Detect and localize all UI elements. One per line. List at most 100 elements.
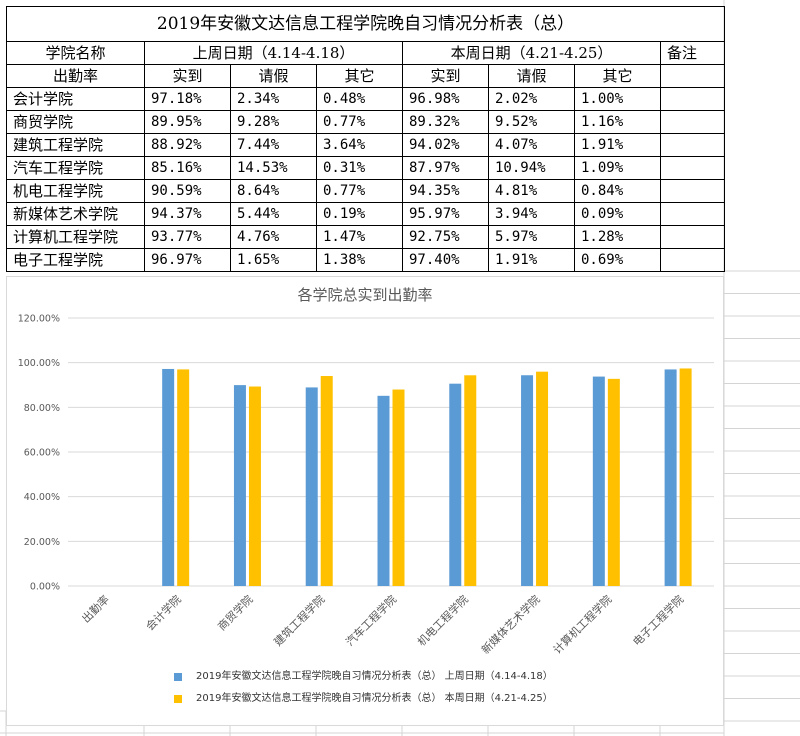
this-week-other-cell: 1.00% [574,87,661,111]
this-week-other-cell: 1.16% [574,110,661,134]
college-name-cell: 会计学院 [6,87,145,111]
bar [305,387,318,586]
last-week-present-cell: 97.18% [144,87,231,111]
table-row: 计算机工程学院 93.77% 4.76% 1.47% 92.75% 5.97% 1.28% [6,225,726,249]
this-week-leave-cell: 1.91% [488,248,575,272]
remark-cell [659,133,726,157]
this-week-present-cell: 96.98% [402,87,489,111]
chart-legend: 2019年安徽文达信息工程学院晚自习情况分析表（总） 上周日期（4.14-4.1… [174,666,553,710]
this-week-present-header: 实到 [402,64,489,88]
y-tick-label: 80.00% [24,403,60,414]
attendance-chart: 各学院总实到出勤率 0.00% 20.00% 40.00% 60.00% 80.00% 10… [6,276,724,726]
last-week-other-cell: 1.47% [316,225,403,249]
last-week-leave-cell: 4.76% [230,225,317,249]
last-week-present-cell: 90.59% [144,179,231,203]
legend-swatch [174,695,182,703]
this-week-leave-cell: 4.07% [488,133,575,157]
chart-canvas: 各学院总实到出勤率 0.00% 20.00% 40.00% 60.00% 80.00% 10… [6,276,724,726]
last-week-leave-cell: 1.65% [230,248,317,272]
last-week-other-cell: 3.64% [316,133,403,157]
legend-entry: 2019年安徽文达信息工程学院晚自习情况分析表（总） 上周日期（4.14-4.1… [174,666,553,688]
this-week-present-cell: 94.02% [402,133,489,157]
table-row: 商贸学院 89.95% 9.28% 0.77% 89.32% 9.52% 1.16% [6,110,726,134]
this-week-header: 本周日期（4.21-4.25） [402,41,661,65]
last-week-other-cell: 0.31% [316,156,403,180]
last-week-present-cell: 93.77% [144,225,231,249]
college-name-header: 学院名称 [6,41,145,65]
remark-cell [659,64,726,88]
this-week-other-cell: 0.69% [574,248,661,272]
remark-cell [659,225,726,249]
table-title: 2019年安徽文达信息工程学院晚自习情况分析表（总） [5,6,726,42]
table-row: 汽车工程学院 85.16% 14.53% 0.31% 87.97% 10.94% 1.09% [6,156,726,180]
last-week-other-cell: 0.77% [316,110,403,134]
this-week-other-cell: 0.09% [574,202,661,226]
bar [464,375,477,586]
bar [592,376,605,586]
this-week-leave-cell: 9.52% [488,110,575,134]
this-week-leave-cell: 10.94% [488,156,575,180]
this-week-other-header: 其它 [574,64,661,88]
legend-swatch [174,673,182,681]
last-week-leave-cell: 9.28% [230,110,317,134]
this-week-leave-header: 请假 [488,64,575,88]
bar [248,386,261,586]
this-week-present-cell: 89.32% [402,110,489,134]
table-row: 新媒体艺术学院 94.37% 5.44% 0.19% 95.97% 3.94% 0.09% [6,202,726,226]
y-tick-label: 60.00% [24,448,60,459]
chart-title: 各学院总实到出勤率 [297,286,432,304]
this-week-other-cell: 1.09% [574,156,661,180]
remark-cell [659,87,726,111]
remark-cell [659,110,726,134]
last-week-leave-cell: 7.44% [230,133,317,157]
last-week-present-cell: 96.97% [144,248,231,272]
college-name-cell: 建筑工程学院 [6,133,145,157]
college-name-cell: 机电工程学院 [6,179,145,203]
attendance-table: 2019年安徽文达信息工程学院晚自习情况分析表（总） 学院名称 上周日期（4.1… [5,6,726,272]
remark-header: 备注 [659,41,726,65]
college-name-cell: 新媒体艺术学院 [6,202,145,226]
bar [377,395,390,586]
table-row: 电子工程学院 96.97% 1.65% 1.38% 97.40% 1.91% 0.69% [6,248,726,272]
legend-label: 2019年安徽文达信息工程学院晚自习情况分析表（总） 上周日期（4.14-4.1… [196,671,553,682]
bar [320,376,333,586]
legend-label: 2019年安徽文达信息工程学院晚自习情况分析表（总） 本周日期（4.21-4.2… [196,693,553,704]
remark-cell [659,202,726,226]
table-row: 建筑工程学院 88.92% 7.44% 3.64% 94.02% 4.07% 1.91% [6,133,726,157]
bar [449,383,462,586]
this-week-leave-cell: 4.81% [488,179,575,203]
last-week-other-cell: 1.38% [316,248,403,272]
last-week-leave-header: 请假 [230,64,317,88]
this-week-leave-cell: 2.02% [488,87,575,111]
y-tick-label: 40.00% [24,492,60,503]
last-week-other-cell: 0.19% [316,202,403,226]
bar [521,375,534,586]
table-row: 会计学院 97.18% 2.34% 0.48% 96.98% 2.02% 1.00% [6,87,726,111]
last-week-leave-cell: 8.64% [230,179,317,203]
this-week-present-cell: 97.40% [402,248,489,272]
this-week-other-cell: 1.28% [574,225,661,249]
college-name-cell: 计算机工程学院 [6,225,145,249]
remark-cell [659,248,726,272]
y-tick-label: 100.00% [18,358,60,369]
college-name-cell: 电子工程学院 [6,248,145,272]
last-week-leave-cell: 14.53% [230,156,317,180]
bar [664,369,677,586]
last-week-other-cell: 0.77% [316,179,403,203]
bar [536,371,549,586]
last-week-present-cell: 89.95% [144,110,231,134]
y-tick-label: 0.00% [30,582,60,593]
bar [162,368,175,586]
college-name-cell: 汽车工程学院 [6,156,145,180]
y-tick-label: 120.00% [18,314,60,325]
last-week-present-cell: 94.37% [144,202,231,226]
bar [607,378,620,586]
remark-cell [659,156,726,180]
table-row: 机电工程学院 90.59% 8.64% 0.77% 94.35% 4.81% 0.84% [6,179,726,203]
last-week-leave-cell: 5.44% [230,202,317,226]
this-week-other-cell: 0.84% [574,179,661,203]
last-week-leave-cell: 2.34% [230,87,317,111]
bar [177,369,190,586]
remark-cell [659,179,726,203]
college-name-cell: 商贸学院 [6,110,145,134]
